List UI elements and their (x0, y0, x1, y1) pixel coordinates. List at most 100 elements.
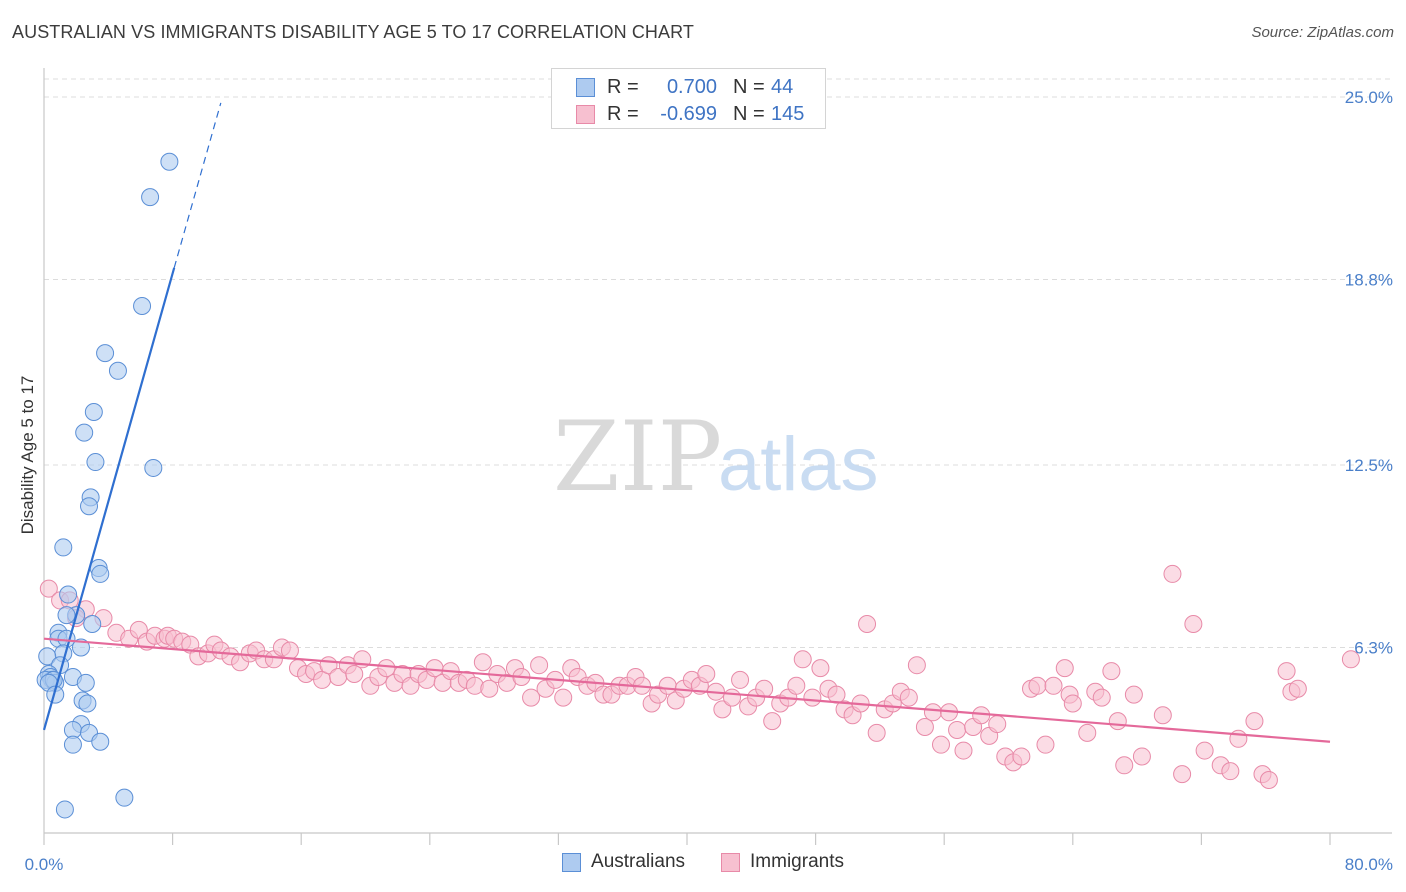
immigrants-points (39, 564, 1360, 790)
immigrants-swatch (721, 852, 741, 872)
n-label: N = (733, 75, 765, 98)
immigrants-point (713, 700, 732, 719)
legend-item-immigrants[interactable]: Immigrants (721, 851, 844, 873)
x-tick-label-max: 80.0% (1345, 855, 1393, 874)
australians-point (76, 673, 95, 692)
immigrants-point (522, 688, 541, 707)
immigrants-point (915, 718, 934, 737)
immigrants-point (731, 670, 750, 689)
immigrants-point (858, 614, 877, 633)
australians-point (91, 732, 110, 751)
immigrants-point (554, 688, 573, 707)
y-tick-label: 18.8% (1345, 271, 1393, 290)
immigrants-point (1124, 685, 1143, 704)
immigrants-point (473, 653, 492, 672)
watermark-zip: ZIP (553, 401, 722, 513)
immigrants-point (954, 741, 973, 760)
trend-lines (42, 102, 1331, 743)
immigrants-point (1092, 688, 1111, 707)
australians-point (63, 735, 82, 754)
australians-points (36, 152, 179, 819)
immigrants-point (827, 685, 846, 704)
immigrants-point (1163, 564, 1182, 583)
immigrants-point (530, 656, 549, 675)
watermark: ZIP atlas (553, 401, 879, 513)
immigrants-point (755, 679, 774, 698)
immigrants-point (425, 659, 444, 678)
australians-point (160, 152, 179, 171)
r-label: R = (607, 102, 639, 125)
immigrants-point (1153, 706, 1172, 725)
australians-point (144, 458, 163, 477)
australians-point (54, 538, 73, 557)
immigrants-point (1044, 676, 1063, 695)
immigrants-point (345, 665, 364, 684)
australians-point (86, 453, 105, 472)
australians-point (59, 585, 78, 604)
australians-point (71, 638, 90, 657)
legend-item-australians[interactable]: Australians (562, 851, 685, 873)
australians-point (38, 647, 57, 666)
gridlines (44, 78, 1392, 649)
australians-point (55, 800, 74, 819)
x-tick-label-min: 0.0% (25, 855, 64, 874)
immigrants-point (1221, 762, 1240, 781)
immigrants-point (923, 703, 942, 722)
n-value: 145 (771, 102, 805, 125)
australians-point (108, 361, 127, 380)
immigrants-point (1063, 694, 1082, 713)
australians-trend-extension (173, 102, 222, 268)
immigrants-point (787, 676, 806, 695)
stats-row-australians: R = 0.700 N = 44 (576, 75, 793, 99)
immigrants-point (465, 676, 484, 695)
immigrants-point (1245, 712, 1264, 731)
immigrants-point (1184, 614, 1203, 633)
immigrants-point (907, 656, 926, 675)
r-label: R = (607, 75, 639, 98)
australians-point (141, 188, 160, 207)
immigrants-point (723, 688, 742, 707)
immigrants-point (1132, 747, 1151, 766)
australians-point (57, 606, 76, 625)
axis-labels: 6.3% 12.5% 18.8% 25.0% 0.0% 80.0% (25, 88, 1393, 874)
immigrants-point (1078, 723, 1097, 742)
legend-label-immigrants: Immigrants (750, 851, 844, 872)
immigrants-point (793, 650, 812, 669)
australians-swatch (562, 852, 582, 872)
australians-trend-line (42, 267, 176, 731)
immigrants-point (803, 688, 822, 707)
stats-row-immigrants: R = -0.699 N = 145 (576, 102, 804, 126)
immigrants-point (480, 679, 499, 698)
immigrants-point (811, 659, 830, 678)
immigrants-point (1012, 747, 1031, 766)
y-axis-title: Disability Age 5 to 17 (18, 376, 37, 535)
immigrants-point (931, 735, 950, 754)
australians-point (75, 423, 94, 442)
immigrants-point (1036, 735, 1055, 754)
australians-point (84, 403, 103, 422)
immigrants-point (1288, 679, 1307, 698)
chart-title: AUSTRALIAN VS IMMIGRANTS DISABILITY AGE … (12, 22, 695, 42)
immigrants-point (1108, 712, 1127, 731)
axes (43, 68, 1392, 845)
immigrants-point (39, 579, 58, 598)
immigrants-point (280, 641, 299, 660)
australians-point (133, 297, 152, 316)
series-legend: Australians Immigrants (0, 851, 1406, 873)
legend-label-australians: Australians (591, 851, 686, 872)
immigrants-point (1259, 771, 1278, 790)
y-tick-label: 25.0% (1345, 88, 1393, 107)
immigrants-point (1195, 741, 1214, 760)
y-tick-label: 12.5% (1345, 456, 1393, 475)
immigrants-point (1102, 662, 1121, 681)
immigrants-point (988, 715, 1007, 734)
y-tick-label: 6.3% (1354, 639, 1393, 658)
immigrants-point (867, 723, 886, 742)
immigrants-point (697, 665, 716, 684)
immigrants-point (1173, 765, 1192, 784)
immigrants-point (948, 720, 967, 739)
australians-swatch (576, 77, 595, 97)
immigrants-point (1341, 650, 1360, 669)
stats-legend: R = 0.700 N = 44 R = -0.699 N = 145 (551, 68, 826, 129)
